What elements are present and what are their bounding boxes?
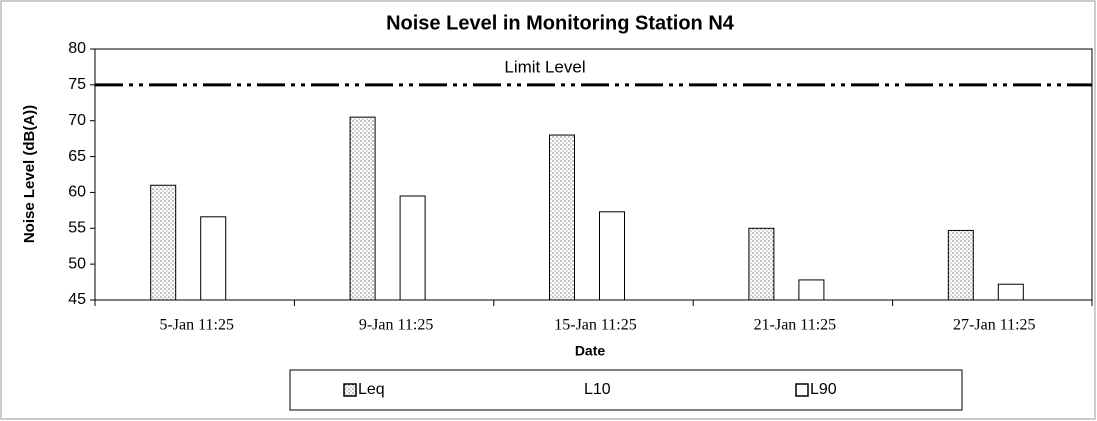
x-tick-label: 21-Jan 11:25 <box>754 317 837 334</box>
bar <box>150 184 177 301</box>
bar <box>200 216 227 301</box>
y-tick-label: 60 <box>68 184 86 201</box>
x-axis-title: Date <box>575 343 606 359</box>
plot-area <box>94 48 1093 301</box>
legend-swatch <box>795 383 809 397</box>
bar <box>349 116 376 301</box>
bar <box>399 195 426 301</box>
bar <box>997 283 1024 301</box>
legend-label: Leq <box>358 381 385 398</box>
y-tick-label: 45 <box>68 291 86 308</box>
y-tick-label: 55 <box>68 220 86 237</box>
bar <box>599 211 625 301</box>
bar <box>549 134 575 301</box>
limit-label: Limit Level <box>504 57 585 76</box>
bar <box>798 279 825 301</box>
x-tick-label: 5-Jan 11:25 <box>159 317 234 334</box>
y-tick-label: 70 <box>68 112 86 129</box>
y-tick-label: 80 <box>68 40 86 57</box>
legend-label: L90 <box>810 381 837 398</box>
bar <box>748 227 775 301</box>
y-tick-label: 50 <box>68 255 86 272</box>
x-tick-label: 9-Jan 11:25 <box>359 317 434 334</box>
legend-label: L10 <box>584 381 611 398</box>
x-tick-label: 27-Jan 11:25 <box>953 317 1036 334</box>
x-tick-label: 15-Jan 11:25 <box>554 317 637 334</box>
chart-title: Noise Level in Monitoring Station N4 <box>386 12 735 34</box>
bar <box>947 229 974 301</box>
legend-box <box>289 369 963 411</box>
legend-swatch <box>343 383 357 397</box>
y-axis-title: Noise Level (dB(A)) <box>21 105 38 243</box>
y-tick-label: 75 <box>68 76 86 93</box>
y-tick-label: 65 <box>68 148 86 165</box>
